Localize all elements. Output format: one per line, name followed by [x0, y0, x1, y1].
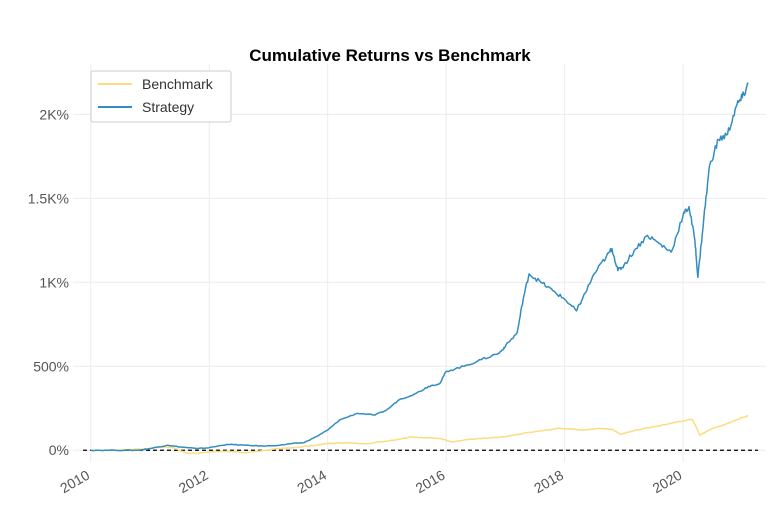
- x-tick-label-2016: 2016: [413, 467, 448, 497]
- x-tick-label-2014: 2014: [294, 467, 329, 497]
- x-tick-label-2012: 2012: [176, 467, 211, 497]
- x-tick-label-2018: 2018: [531, 467, 566, 497]
- y-tick-label-0: 0%: [49, 442, 69, 458]
- x-tick-label-2010: 2010: [57, 467, 92, 497]
- grid: [73, 64, 766, 462]
- y-tick-label-1: 500%: [33, 358, 69, 374]
- legend-label-strategy: Strategy: [142, 99, 194, 115]
- y-axis-tick-labels: 0% 500% 1K% 1.5K% 2K%: [28, 106, 69, 458]
- chart-title: Cumulative Returns vs Benchmark: [249, 46, 531, 65]
- x-tick-label-2020: 2020: [650, 467, 685, 497]
- series-line-strategy: [90, 82, 749, 452]
- y-tick-label-3: 1.5K%: [28, 190, 69, 206]
- series-lines: [90, 82, 749, 455]
- y-tick-label-2: 1K%: [39, 274, 69, 290]
- series-line-benchmark: [90, 414, 749, 455]
- legend: Benchmark Strategy: [90, 70, 232, 123]
- y-tick-label-4: 2K%: [39, 106, 69, 122]
- x-axis-tick-labels: 2010 2012 2014 2016 2018 2020: [57, 467, 684, 497]
- legend-label-benchmark: Benchmark: [142, 76, 214, 92]
